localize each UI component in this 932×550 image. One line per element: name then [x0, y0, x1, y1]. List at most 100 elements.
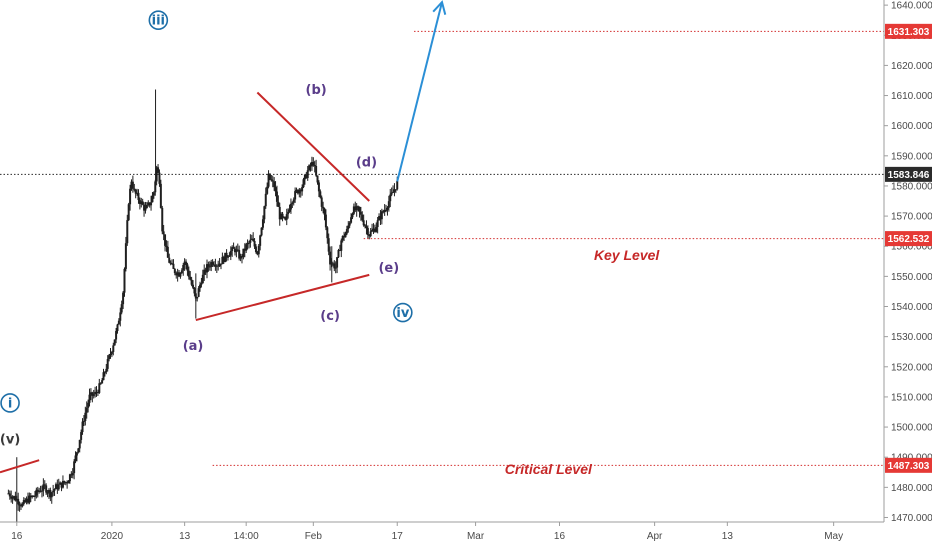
candle-body: [308, 165, 311, 171]
candle-body: [119, 312, 122, 321]
candle-body: [380, 211, 383, 220]
candle-body: [122, 292, 125, 305]
candle-body: [71, 473, 74, 476]
wave-i-circle: [0, 393, 20, 413]
wave-i-label: i: [8, 396, 12, 411]
candle-body: [64, 482, 67, 484]
candle-body: [245, 244, 248, 251]
y-tick-label: 1620.000: [891, 61, 932, 72]
candle-body: [52, 490, 55, 493]
candle-body: [158, 172, 161, 184]
candle-body: [213, 264, 216, 266]
candle-body: [329, 251, 332, 265]
candle-body: [231, 247, 234, 252]
candle-body: [18, 504, 21, 506]
candle-body: [217, 265, 220, 267]
candle-body: [376, 220, 379, 228]
candle-body: [116, 324, 119, 331]
candle-body: [364, 225, 367, 227]
trendline-triangle-lower: [195, 273, 370, 322]
candle-body: [178, 272, 181, 277]
candle-body: [224, 252, 227, 263]
candle-body: [372, 228, 375, 231]
candle-body: [189, 276, 192, 280]
candle-body: [54, 484, 57, 490]
candle-body: [193, 287, 196, 294]
candle-body: [57, 484, 60, 490]
projection-arrow-line: [396, 1, 443, 182]
candle-body: [299, 189, 302, 192]
candle-body: [151, 195, 154, 203]
candle-body: [371, 230, 374, 232]
candle-body: [29, 495, 32, 498]
candle-body: [180, 270, 183, 274]
price-axis[interactable]: 1470.0001480.0001490.0001500.0001510.000…: [884, 1, 932, 524]
candle-body: [309, 165, 312, 167]
candle-body: [43, 484, 46, 486]
candle-body: [59, 482, 62, 485]
time-axis[interactable]: 16 2020 13 14:00 Feb 17 Mar 16 Apr 13 May: [11, 522, 843, 542]
candle-body: [369, 231, 372, 237]
candle-body: [84, 412, 87, 421]
candle-body: [203, 269, 206, 275]
candle-body: [98, 383, 101, 393]
candle-body: [31, 495, 34, 498]
candle-body: [218, 263, 221, 267]
candle-body: [68, 474, 71, 482]
candle-body: [344, 233, 347, 238]
candle-body: [270, 179, 273, 181]
candle-body: [225, 252, 228, 258]
candle-body: [115, 330, 118, 340]
candle-body: [187, 270, 190, 277]
candle-body: [89, 392, 92, 395]
candle-body: [256, 251, 259, 255]
candle-body: [137, 192, 140, 201]
candle-body: [306, 170, 309, 179]
candle-body: [208, 266, 211, 268]
candle-body: [113, 339, 116, 346]
y-tick-label: 1590.000: [891, 151, 932, 162]
candle-body: [28, 495, 31, 503]
candle-body: [36, 489, 39, 492]
wave-iii-circle: [148, 10, 169, 30]
wave-a-label: (a): [183, 339, 204, 354]
candle-body: [185, 261, 188, 265]
candle-body: [88, 394, 91, 403]
candle-body: [214, 265, 217, 267]
candle-body: [226, 256, 229, 258]
candle-body: [271, 180, 274, 182]
candle-body: [124, 243, 127, 269]
candle-body: [106, 359, 109, 369]
candle-body: [70, 474, 73, 476]
candle-body: [7, 493, 10, 495]
candle-body: [182, 265, 185, 271]
candle-body: [145, 204, 148, 209]
candle-body: [109, 353, 112, 356]
candle-body: [8, 493, 11, 497]
candle-body: [383, 209, 386, 212]
candle-body: [26, 498, 29, 503]
price-badge-current: [885, 166, 932, 182]
candle-body: [303, 174, 306, 180]
candle-body: [257, 245, 260, 255]
candle-body: [63, 480, 66, 483]
candle-body: [331, 263, 334, 265]
candle-body: [32, 495, 35, 497]
candle-body: [327, 238, 330, 252]
candle-body: [186, 264, 189, 271]
candle-body: [99, 383, 102, 385]
candle-body: [21, 504, 24, 507]
candle-body: [159, 183, 162, 208]
candle-body: [288, 209, 291, 212]
candle-body: [129, 188, 132, 205]
candle-body: [131, 181, 134, 189]
candle-body: [141, 201, 144, 205]
candle-body: [351, 213, 354, 218]
candle-body: [357, 206, 360, 208]
price-badges-layer: 1631.303 1583.846 1562.532 1487.303: [885, 23, 932, 473]
candle-body: [264, 193, 267, 207]
candle-body: [169, 262, 172, 264]
candle-body: [110, 351, 113, 354]
candle-body: [22, 500, 25, 505]
candle-body: [25, 498, 28, 503]
